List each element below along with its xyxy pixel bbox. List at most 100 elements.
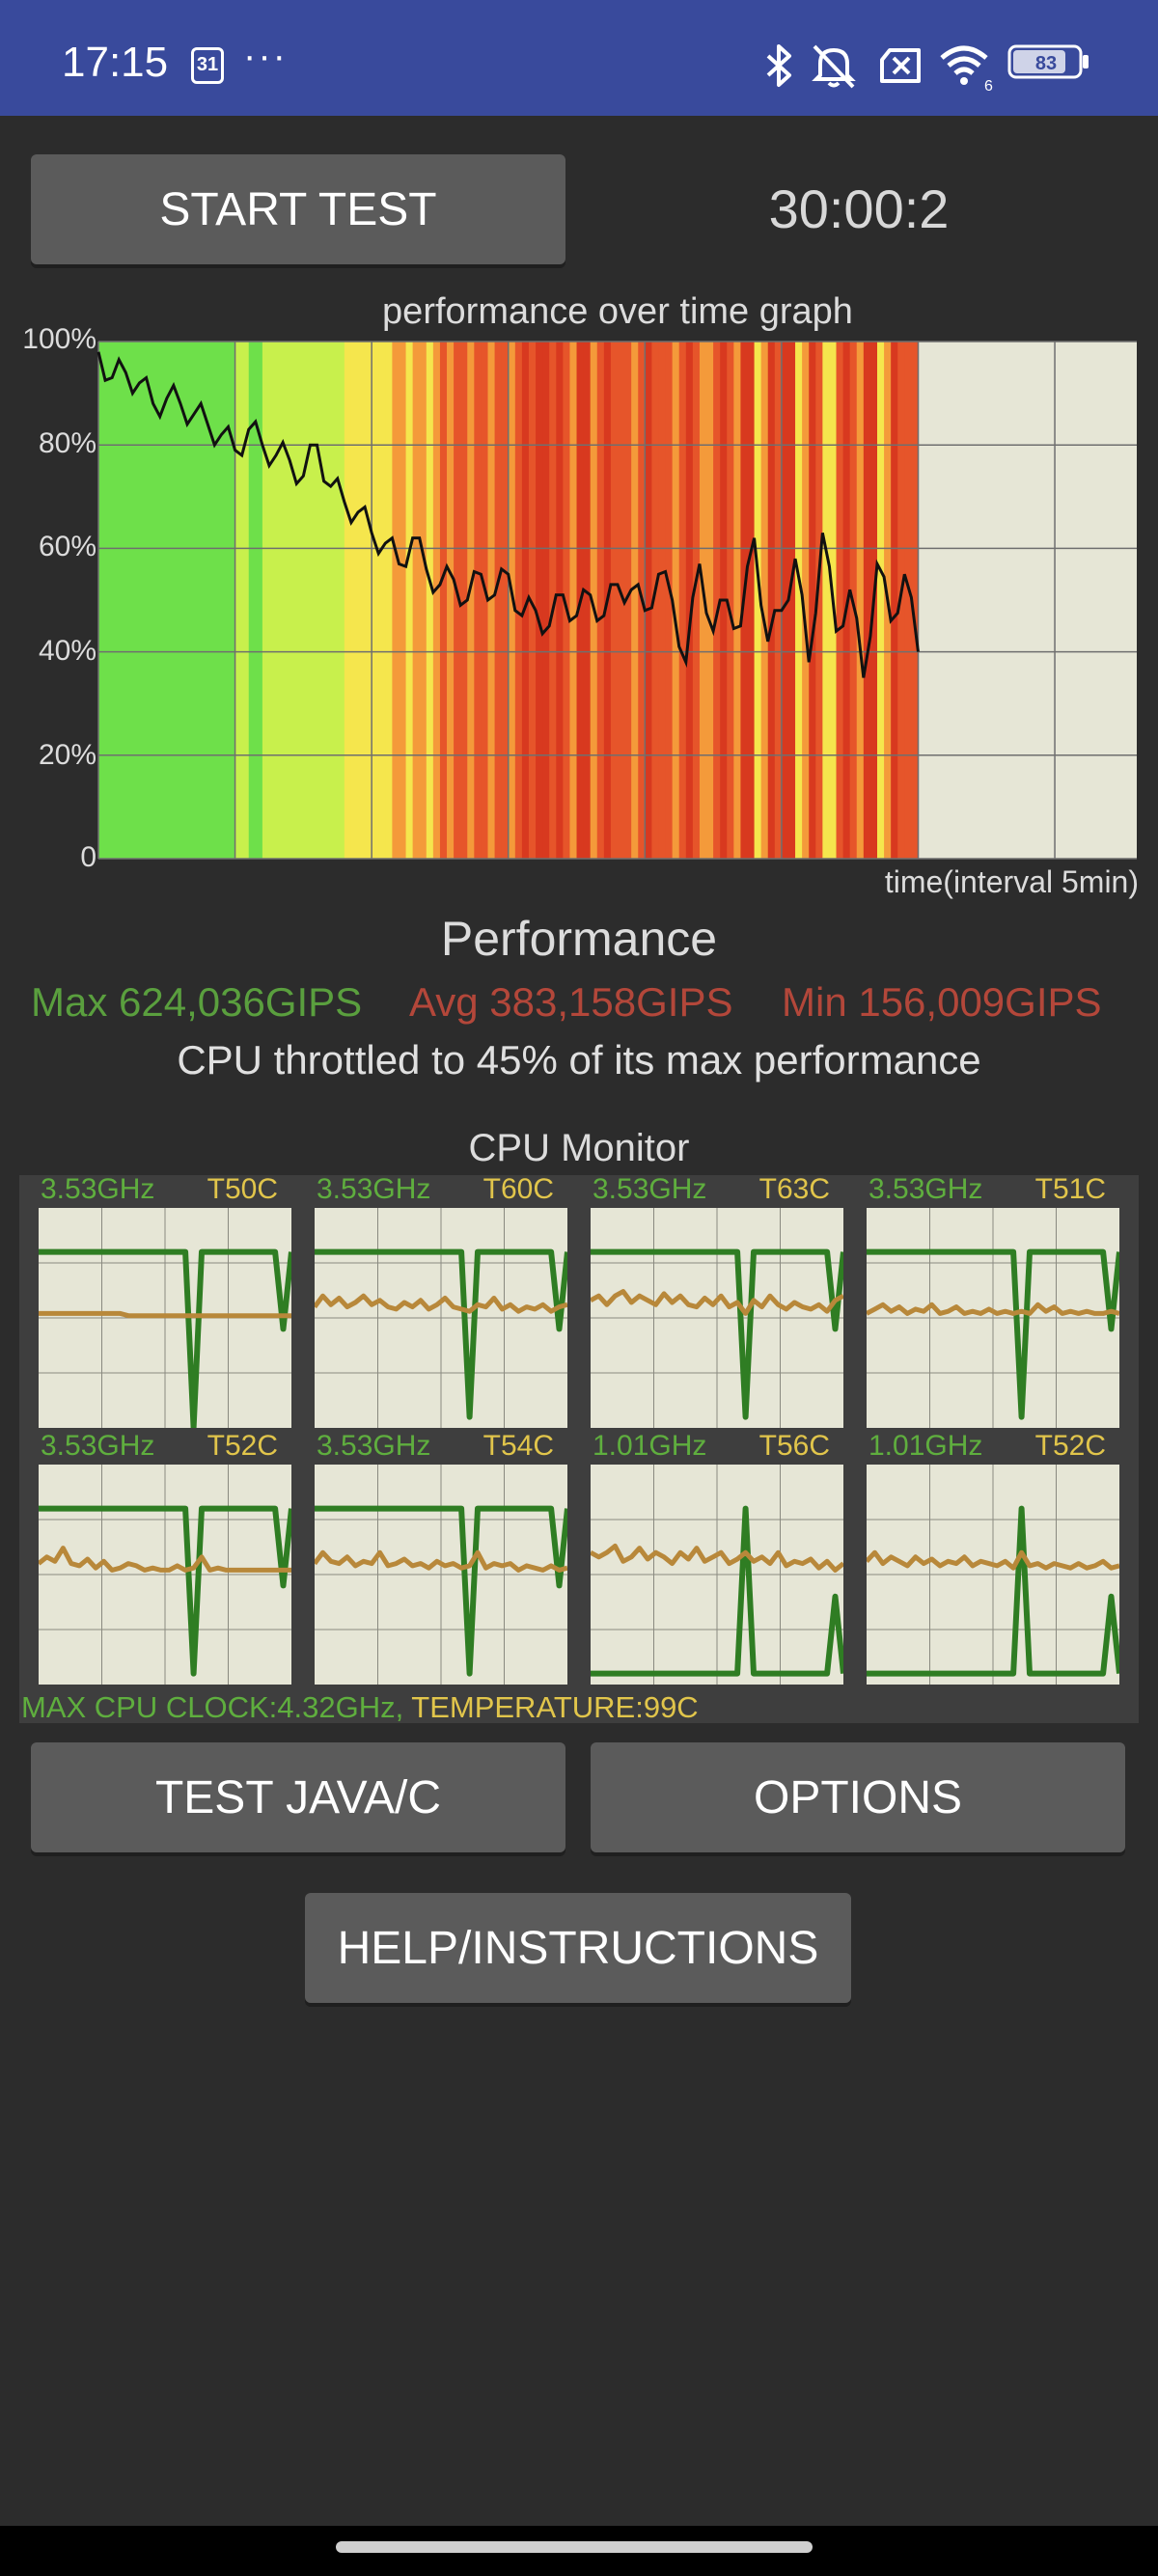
max-performance: Max 624,036GIPS	[31, 979, 363, 1025]
performance-stripe	[372, 342, 379, 859]
x-axis-label: time(interval 5min)	[884, 864, 1139, 899]
performance-stripe	[330, 342, 339, 859]
performance-stripe	[569, 342, 578, 859]
performance-stripe	[809, 342, 816, 859]
performance-stripe	[350, 342, 359, 859]
core-chart	[867, 1208, 1119, 1428]
performance-stripe	[139, 342, 148, 859]
core-frequency-line	[591, 1248, 843, 1420]
core-temperature: T50C	[207, 1173, 278, 1205]
core-temperature-line	[591, 1543, 843, 1573]
performance-stripe	[760, 342, 769, 859]
core-temperature-line	[315, 1293, 567, 1314]
core-chart	[39, 1465, 291, 1685]
performance-stripe	[385, 342, 393, 859]
performance-stripe	[262, 342, 270, 859]
performance-stripe	[194, 342, 202, 859]
core-temperature-line	[39, 1546, 291, 1573]
performance-stripe	[303, 342, 312, 859]
performance-stripe	[481, 342, 489, 859]
core-frequency: 3.53GHz	[317, 1430, 431, 1462]
test-timer: 30:00:2	[768, 178, 950, 239]
core-temperature: T52C	[207, 1430, 278, 1462]
performance-stripe	[152, 342, 161, 859]
performance-stripe	[392, 342, 400, 859]
start-test-button[interactable]: START TEST	[31, 154, 565, 264]
performance-stripe	[747, 342, 756, 859]
max-temperature: TEMPERATURE:99C	[403, 1690, 699, 1724]
performance-stripe	[651, 342, 660, 859]
performance-stripe	[754, 342, 762, 859]
performance-stripe	[119, 342, 126, 859]
performance-stripe	[665, 342, 674, 859]
performance-stripe	[432, 342, 441, 859]
performance-stripe	[405, 342, 414, 859]
y-tick-60: 60%	[38, 531, 96, 562]
performance-stripe	[795, 342, 803, 859]
performance-stripe	[781, 342, 789, 859]
performance-stripe	[474, 342, 482, 859]
performance-stripe	[323, 342, 332, 859]
core-temperature: T54C	[482, 1430, 554, 1462]
performance-stripe	[426, 342, 434, 859]
performance-stripe	[344, 342, 352, 859]
performance-stripe	[713, 342, 721, 859]
performance-stripe	[624, 342, 632, 859]
performance-stripe	[125, 342, 133, 859]
performance-stripe	[399, 342, 407, 859]
core-chart	[591, 1208, 843, 1428]
performance-stripe	[214, 342, 223, 859]
performance-stripe	[863, 342, 871, 859]
performance-stripe	[891, 342, 898, 859]
core-frequency: 3.53GHz	[41, 1430, 155, 1462]
performance-stripe	[105, 342, 113, 859]
status-time: 17:15	[62, 39, 169, 86]
graph-grid	[97, 341, 1137, 860]
test-java-button[interactable]: TEST JAVA/C	[31, 1742, 565, 1852]
performance-stripe	[774, 342, 783, 859]
core-frequency: 3.53GHz	[593, 1173, 707, 1205]
core-temperature-line	[867, 1549, 1119, 1571]
y-tick-40: 40%	[38, 635, 96, 667]
performance-stripe	[166, 342, 175, 859]
core-temperature: T60C	[482, 1173, 554, 1205]
performance-stripe	[337, 342, 345, 859]
core-frequency-line	[39, 1505, 291, 1677]
core-temperature: T51C	[1034, 1173, 1106, 1205]
cpu-monitor-footer: MAX CPU CLOCK:4.32GHz, TEMPERATURE:99C	[21, 1690, 699, 1725]
core-frequency-line	[315, 1505, 567, 1677]
core-temperature: T52C	[1034, 1430, 1106, 1462]
performance-stripe	[467, 342, 475, 859]
performance-stripe	[536, 342, 543, 859]
performance-stripe	[248, 342, 257, 859]
performance-stripe	[241, 342, 250, 859]
max-cpu-clock: MAX CPU CLOCK:4.32GHz,	[21, 1690, 404, 1724]
performance-stripe	[521, 342, 530, 859]
core-chart	[315, 1465, 567, 1685]
core-frequency: 3.53GHz	[41, 1173, 155, 1205]
avg-performance: Avg 383,158GIPS	[409, 979, 733, 1025]
cpu-core-2: 3.53GHz T63C	[591, 1173, 843, 1428]
y-tick-80: 80%	[38, 427, 96, 459]
core-frequency: 3.53GHz	[868, 1173, 983, 1205]
wifi-badge: 6	[984, 78, 993, 93]
performance-stripe	[412, 342, 421, 859]
home-gesture-handle[interactable]	[336, 2541, 813, 2553]
performance-stripe	[685, 342, 694, 859]
core-frequency-line	[867, 1248, 1119, 1420]
help-instructions-button[interactable]: HELP/INSTRUCTIONS	[305, 1893, 851, 2003]
performance-stripe	[672, 342, 680, 859]
core-chart	[315, 1208, 567, 1428]
mute-icon	[812, 44, 856, 89]
performance-stripe	[317, 342, 325, 859]
options-button[interactable]: OPTIONS	[591, 1742, 1125, 1852]
performance-stripe	[234, 342, 243, 859]
performance-stripe	[802, 342, 810, 859]
performance-stripe	[618, 342, 625, 859]
performance-stripe	[207, 342, 215, 859]
battery-icon: 83	[1007, 44, 1089, 79]
performance-stripe	[358, 342, 366, 859]
bluetooth-icon	[766, 44, 791, 87]
performance-stripe	[556, 342, 564, 859]
more-icon: ···	[243, 35, 288, 77]
